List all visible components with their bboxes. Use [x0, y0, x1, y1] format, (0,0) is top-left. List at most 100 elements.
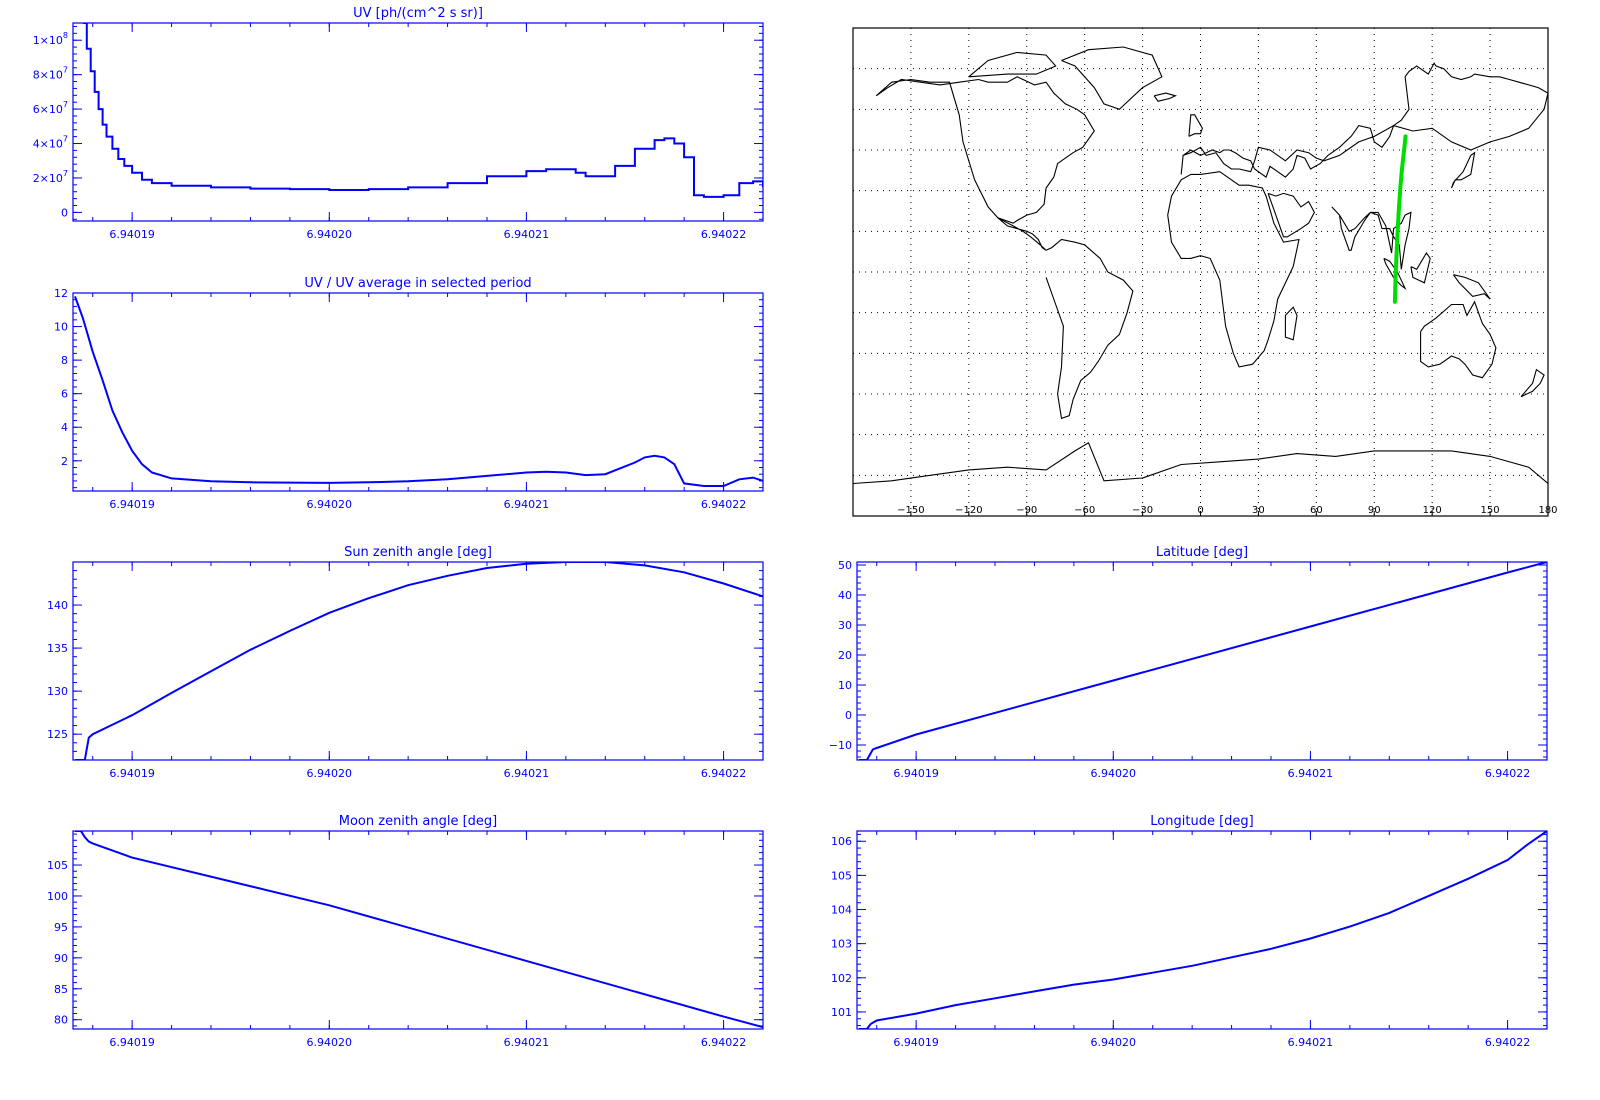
y-tick-base: 103: [831, 938, 852, 951]
x-tick-label: 6.94021: [504, 498, 550, 511]
map-frame: [852, 27, 1549, 517]
x-tick-label: 6.94022: [1485, 767, 1531, 780]
coastline-india-indochina: [1331, 206, 1412, 270]
map-x-tick-label: −120: [955, 505, 982, 516]
coastline-arabia: [1267, 192, 1316, 238]
y-tick-base: 102: [831, 972, 852, 985]
y-tick-base: 135: [47, 642, 68, 655]
y-tick-label: 8×107: [33, 66, 68, 82]
y-tick-base: 125: [47, 728, 68, 741]
series-line: [74, 296, 763, 487]
x-tick-label: 6.94022: [701, 228, 747, 241]
x-tick-label: 6.94020: [307, 767, 353, 780]
series-line: [82, 23, 763, 198]
plot-frame: [856, 561, 1548, 761]
chart-title: Latitude [deg]: [1156, 545, 1248, 560]
x-tick-label: 6.94020: [1091, 1036, 1137, 1049]
y-tick-label: 6: [61, 388, 68, 401]
chart-uv: UV [ph/(cm^2 s sr)] 6.94019 6.94020 6.94021…: [33, 6, 764, 241]
coastline-borneo: [1410, 251, 1431, 284]
coastline-australia: [1420, 300, 1497, 379]
y-tick-base: 12: [54, 287, 68, 300]
y-tick-base: 4×10: [33, 138, 63, 151]
y-tick-label: 130: [47, 685, 68, 698]
y-tick-base: 0: [61, 206, 68, 219]
y-tick-label: 140: [47, 599, 68, 612]
map-x-tick-label: −90: [1016, 505, 1037, 516]
chart-title: Longitude [deg]: [1150, 814, 1253, 829]
y-tick-label: 105: [47, 859, 68, 872]
y-tick-label: 20: [838, 649, 852, 662]
coastline-iceland: [1153, 92, 1177, 102]
y-tick-label: 2×107: [33, 169, 68, 185]
y-tick-label: 90: [54, 952, 68, 965]
y-tick-label: 80: [54, 1014, 68, 1027]
x-tick-label: 6.94019: [109, 767, 155, 780]
x-tick-label: 6.94020: [307, 228, 353, 241]
x-tick-label: 6.94021: [1288, 767, 1334, 780]
y-tick-base: 50: [838, 559, 852, 572]
y-tick-base: 10: [54, 321, 68, 334]
y-tick-exponent: 7: [63, 100, 68, 109]
y-tick-base: 2: [61, 455, 68, 468]
coastline-south-america: [1045, 238, 1134, 420]
x-tick-label: 6.94020: [307, 498, 353, 511]
y-tick-label: 0: [845, 709, 852, 722]
y-tick-base: 101: [831, 1006, 852, 1019]
y-tick-base: 40: [838, 589, 852, 602]
y-tick-base: 106: [831, 835, 852, 848]
y-tick-label: 0: [61, 206, 68, 219]
x-tick-label: 6.94021: [504, 228, 550, 241]
map-panel: −150 −120 −90 −60 −30 0 30 60 90 120 150 180: [852, 27, 1558, 517]
y-tick-base: 104: [831, 904, 852, 917]
y-tick-base: 30: [838, 619, 852, 632]
series-line: [859, 562, 1547, 760]
map-x-tick-label: 90: [1368, 505, 1381, 516]
plot-frame: [72, 561, 764, 761]
y-tick-base: 2×10: [33, 172, 63, 185]
y-tick-base: 85: [54, 983, 68, 996]
y-tick-label: 40: [838, 589, 852, 602]
coastline-madagascar: [1284, 306, 1298, 341]
y-tick-label: 95: [54, 921, 68, 934]
x-tick-label: 6.94022: [1485, 1036, 1531, 1049]
y-tick-base: 140: [47, 599, 68, 612]
map-x-tick-label: 120: [1423, 505, 1442, 516]
plot-frame: [72, 292, 764, 492]
series-line: [859, 831, 1547, 1029]
y-tick-label: 104: [831, 904, 852, 917]
y-tick-label: 106: [831, 835, 852, 848]
y-tick-base: 8: [61, 354, 68, 367]
y-tick-label: 4×107: [33, 135, 68, 151]
x-tick-label: 6.94019: [893, 767, 939, 780]
satellite-track: [1392, 134, 1408, 304]
plot-frame: [72, 830, 764, 1030]
y-tick-base: 130: [47, 685, 68, 698]
chart-sza: Sun zenith angle [deg] 6.94019 6.94020 6.94…: [47, 545, 764, 780]
chart-lat: Latitude [deg] 6.94019 6.94020 6.94021 6.940…: [829, 545, 1548, 780]
y-tick-base: 0: [845, 709, 852, 722]
coastline-north-america: [875, 76, 1095, 224]
y-tick-label: 105: [831, 869, 852, 882]
y-tick-label: 30: [838, 619, 852, 632]
y-tick-base: 6: [61, 388, 68, 401]
chart-title: UV [ph/(cm^2 s sr)]: [353, 6, 483, 21]
x-tick-label: 6.94021: [504, 767, 550, 780]
map-x-tick-label: −60: [1074, 505, 1095, 516]
chart-mza: Moon zenith angle [deg] 6.94019 6.94020 6.9…: [47, 814, 764, 1049]
y-tick-base: 95: [54, 921, 68, 934]
coastline-sumatra: [1383, 257, 1407, 290]
x-tick-label: 6.94019: [893, 1036, 939, 1049]
map-x-tick-label: 60: [1310, 505, 1323, 516]
plot-frame: [856, 830, 1548, 1030]
x-tick-label: 6.94020: [307, 1036, 353, 1049]
chart-title: Sun zenith angle [deg]: [344, 545, 492, 560]
x-tick-label: 6.94019: [109, 1036, 155, 1049]
y-tick-base: 80: [54, 1014, 68, 1027]
x-tick-label: 6.94019: [109, 498, 155, 511]
coastline-central-america: [997, 217, 1047, 251]
y-tick-exponent: 7: [63, 135, 68, 144]
y-tick-label: 103: [831, 938, 852, 951]
y-tick-label: 2: [61, 455, 68, 468]
y-tick-label: 101: [831, 1006, 852, 1019]
